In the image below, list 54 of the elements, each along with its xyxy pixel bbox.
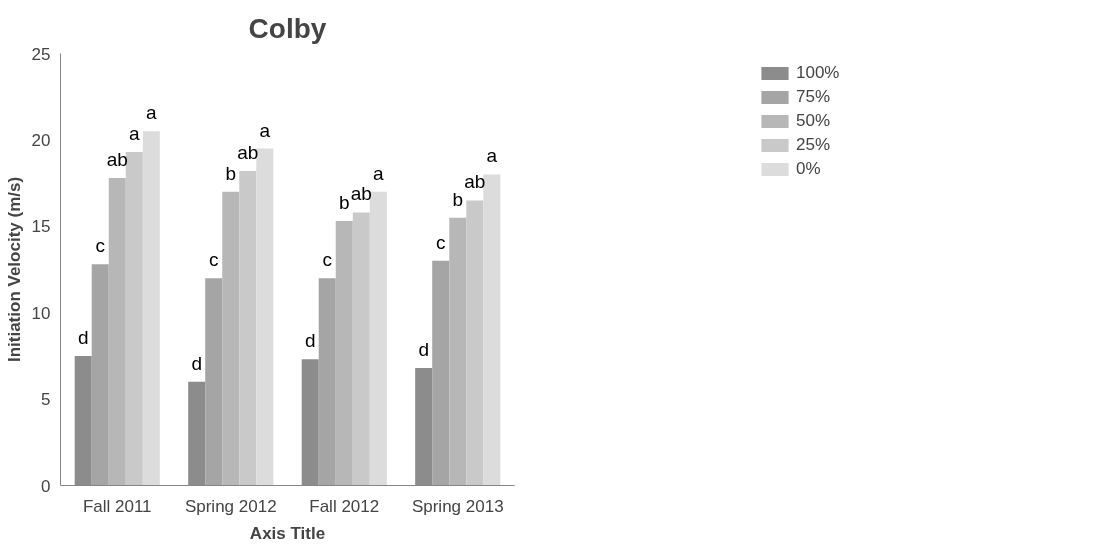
bar	[222, 191, 240, 486]
x-tick-label: Spring 2013	[411, 496, 504, 516]
data-label: a	[146, 102, 158, 124]
y-tick-label: 15	[31, 217, 51, 237]
data-label: b	[338, 192, 350, 214]
data-label: ab	[464, 171, 486, 193]
y-tick-label: 0	[41, 476, 51, 496]
bar	[318, 278, 336, 486]
legend-label: 25%	[796, 135, 832, 155]
legend-label: 50%	[796, 111, 832, 131]
y-tick-label: 10	[31, 303, 51, 323]
bar	[466, 200, 484, 486]
x-axis-title: Axis Title	[249, 523, 326, 543]
x-tick-label: Spring 2012	[184, 496, 277, 516]
bar	[369, 191, 387, 486]
y-tick-label: 5	[41, 390, 51, 410]
bar	[483, 174, 501, 486]
data-label: ab	[106, 148, 128, 170]
bar	[256, 148, 274, 486]
x-tick-label: Fall 2012	[309, 496, 380, 516]
chart-title: Colby	[248, 12, 327, 44]
data-label: a	[486, 145, 498, 167]
data-label: c	[322, 249, 332, 271]
y-axis-title: Initiation Velocity (m/s)	[4, 176, 24, 363]
bar	[335, 221, 353, 486]
bar	[239, 171, 257, 486]
legend-label: 75%	[796, 87, 832, 107]
bar	[108, 177, 126, 486]
bar	[432, 260, 450, 486]
data-label: ab	[237, 142, 259, 163]
bar	[142, 131, 160, 486]
legend-label: 100%	[796, 63, 841, 83]
data-label: b	[452, 188, 464, 210]
data-label: d	[191, 352, 202, 374]
data-label: c	[208, 249, 219, 271]
legend-label: 0%	[796, 159, 822, 179]
data-label: a	[259, 119, 271, 141]
data-label: c	[435, 231, 446, 253]
data-label: d	[304, 330, 316, 352]
bar	[449, 217, 467, 486]
data-label: a	[128, 123, 140, 144]
bar	[125, 152, 143, 486]
bar	[352, 212, 370, 486]
bar	[205, 278, 223, 486]
data-label: a	[373, 162, 385, 184]
data-label: b	[225, 162, 237, 184]
data-label: c	[95, 235, 105, 257]
data-label: ab	[350, 183, 372, 205]
x-tick-label: Fall 2011	[82, 496, 152, 516]
data-label: d	[418, 339, 429, 360]
bar	[91, 264, 109, 486]
y-tick-label: 20	[31, 130, 51, 150]
data-label: d	[77, 326, 89, 348]
y-tick-label: 25	[31, 44, 51, 64]
